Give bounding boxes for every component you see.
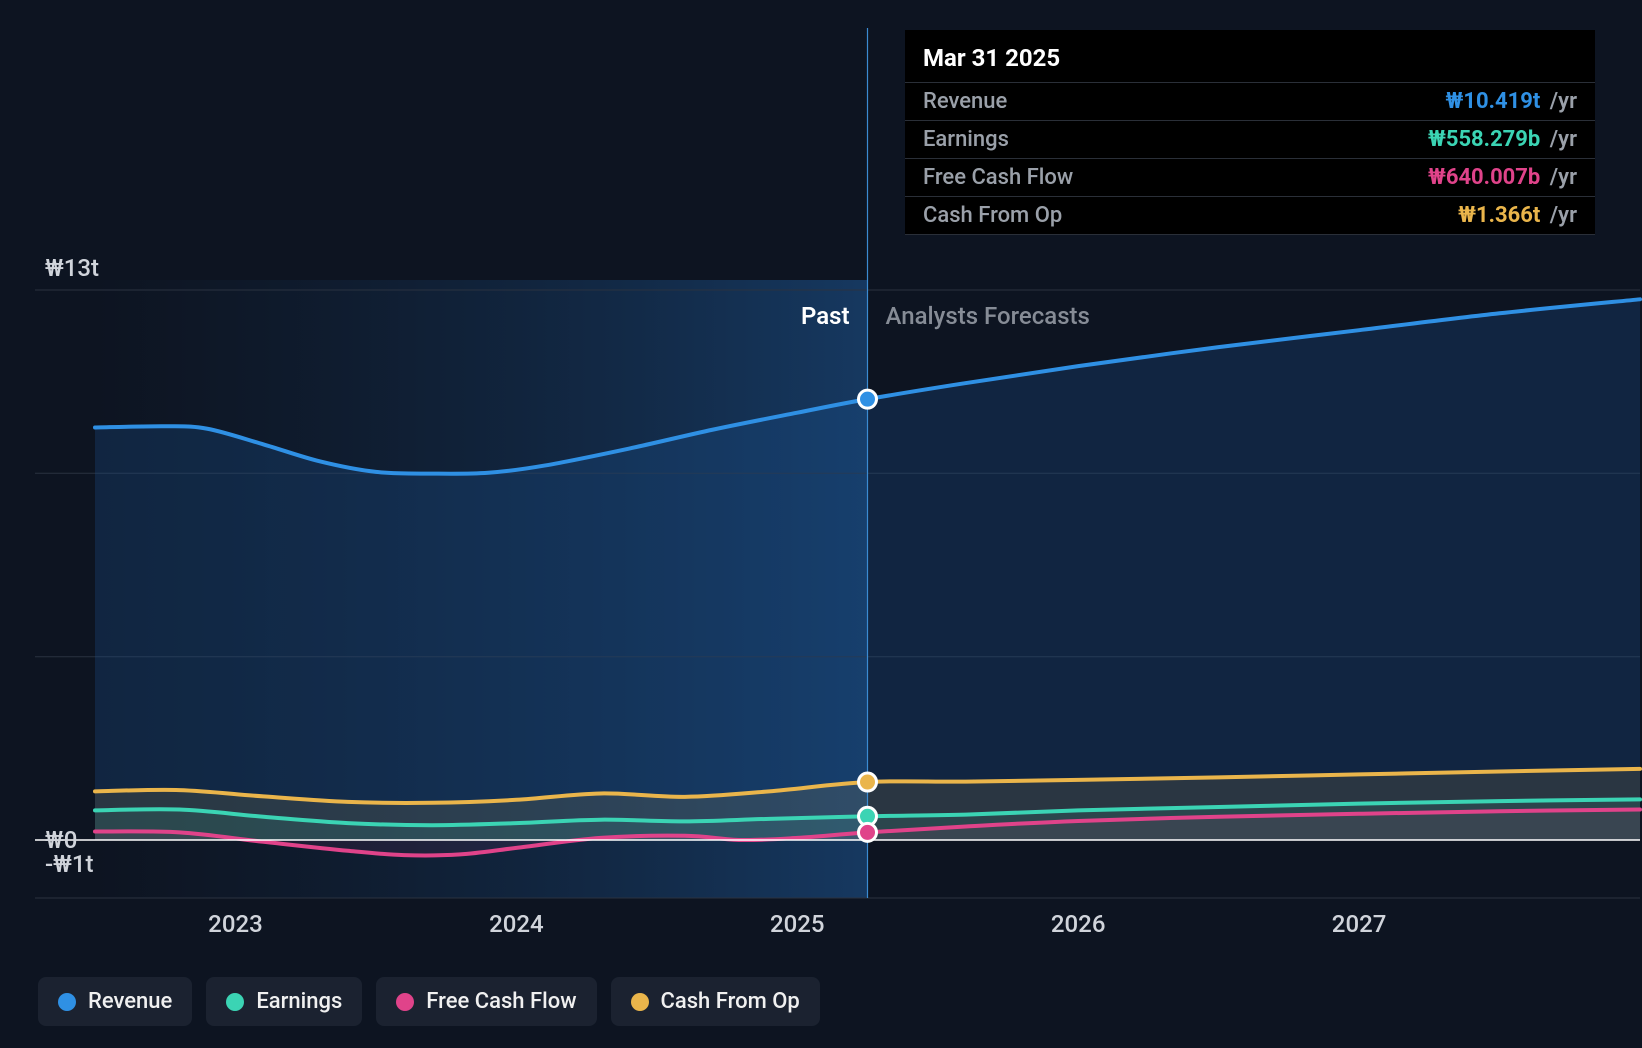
tooltip-row: Free Cash Flow ₩640.007b /yr [905,158,1595,196]
x-tick-label: 2025 [770,910,825,938]
tooltip-row-label: Earnings [923,127,1009,152]
legend-item-label: Revenue [88,989,172,1014]
legend-dot-icon [631,993,649,1011]
legend-dot-icon [58,993,76,1011]
marker-revenue [859,390,877,408]
x-tick-label: 2024 [489,910,544,938]
legend-item[interactable]: Free Cash Flow [376,977,596,1026]
tooltip-row-unit: /yr [1544,203,1577,228]
tooltip-row-value: ₩558.279b [1428,127,1540,152]
marker-cash_from_op [859,773,877,791]
legend-item[interactable]: Cash From Op [611,977,820,1026]
tooltip-row-label: Free Cash Flow [923,165,1073,190]
legend-item[interactable]: Revenue [38,977,192,1026]
tooltip-date: Mar 31 2025 [905,40,1595,82]
financials-chart: -₩1t₩0 ₩13t 2023 2024 2025 2026 2027 Past Analys… [0,0,1642,1048]
tooltip-row-value-wrap: ₩10.419t /yr [1446,89,1578,114]
x-tick-label: 2026 [1051,910,1106,938]
section-label-forecast: Analysts Forecasts [886,302,1090,330]
x-tick-label: 2023 [208,910,263,938]
tooltip-row-value: ₩1.366t [1458,203,1540,228]
chart-legend: Revenue Earnings Free Cash Flow Cash From O… [38,977,820,1026]
tooltip-row-label: Revenue [923,89,1007,114]
y-tick-label: ₩13t [45,254,99,282]
legend-item[interactable]: Earnings [206,977,362,1026]
legend-dot-icon [226,993,244,1011]
y-tick-label: ₩0 [45,826,77,854]
legend-dot-icon [396,993,414,1011]
tooltip-row-value-wrap: ₩558.279b /yr [1428,127,1577,152]
tooltip-row-unit: /yr [1544,165,1577,190]
tooltip-row-value-wrap: ₩1.366t /yr [1458,203,1577,228]
chart-tooltip: Mar 31 2025 Revenue ₩10.419t /yr Earnings ₩… [905,30,1595,235]
legend-item-label: Earnings [256,989,342,1014]
tooltip-row-unit: /yr [1544,127,1577,152]
y-tick-label: -₩1t [45,850,93,878]
tooltip-row: Revenue ₩10.419t /yr [905,82,1595,120]
tooltip-row-value-wrap: ₩640.007b /yr [1428,165,1577,190]
marker-free_cash_flow [859,823,877,841]
tooltip-row-label: Cash From Op [923,203,1062,228]
section-label-past: Past [801,302,850,330]
tooltip-row-unit: /yr [1544,89,1577,114]
tooltip-row: Earnings ₩558.279b /yr [905,120,1595,158]
tooltip-row-value: ₩640.007b [1428,165,1540,190]
tooltip-row: Cash From Op ₩1.366t /yr [905,196,1595,235]
tooltip-row-value: ₩10.419t [1446,89,1541,114]
x-tick-label: 2027 [1332,910,1387,938]
legend-item-label: Free Cash Flow [426,989,576,1014]
legend-item-label: Cash From Op [661,989,800,1014]
